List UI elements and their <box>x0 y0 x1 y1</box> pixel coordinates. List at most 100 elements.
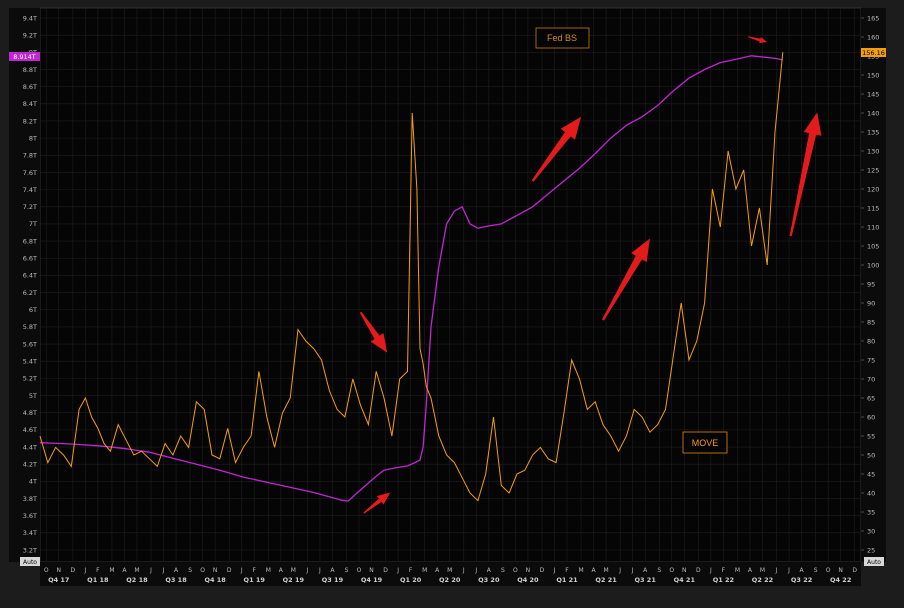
x-month-label: O <box>513 567 518 574</box>
right-tick-label: 30 <box>867 527 875 535</box>
right-tick-label: 55 <box>867 432 875 440</box>
x-month-label: A <box>174 567 179 574</box>
x-month-label: D <box>696 567 701 574</box>
x-month-label: N <box>57 567 62 574</box>
left-tick-label: 4.8T <box>23 409 37 417</box>
x-month-label: S <box>657 567 661 574</box>
x-month-label: A <box>800 567 805 574</box>
right-tick-label: 140 <box>867 109 879 117</box>
right-tick-label: 130 <box>867 147 879 155</box>
x-month-label: M <box>109 567 114 574</box>
red-arrow <box>531 116 582 182</box>
x-month-label: M <box>578 567 583 574</box>
right-last-value-tag: 156.16 <box>861 48 886 57</box>
right-axis: 1651601551501451401351301251201151101051… <box>861 14 879 554</box>
x-month-label: N <box>213 567 218 574</box>
x-month-label: N <box>682 567 687 574</box>
x-month-label: M <box>134 567 139 574</box>
x-month-label: S <box>814 567 818 574</box>
x-quarter-label: Q3 18 <box>165 576 187 584</box>
x-quarter-label: Q1 19 <box>244 576 266 584</box>
right-tick-label: 95 <box>867 280 875 288</box>
x-quarter-label: Q2 21 <box>595 576 617 584</box>
x-month-label: S <box>345 567 349 574</box>
x-month-label: O <box>200 567 205 574</box>
red-arrow <box>359 311 388 353</box>
left-axis-panel <box>9 8 40 562</box>
x-month-label: M <box>291 567 296 574</box>
move-line <box>39 52 784 502</box>
x-month-label: M <box>735 567 740 574</box>
right-tick-label: 45 <box>867 470 875 478</box>
left-tick-label: 3.2T <box>23 546 37 554</box>
x-month-label: A <box>279 567 284 574</box>
x-month-label: D <box>852 567 857 574</box>
x-month-label: M <box>422 567 427 574</box>
right-last-value: 156.16 <box>862 49 885 57</box>
x-month-label: F <box>409 567 413 574</box>
bottom-axis-panel <box>40 562 861 586</box>
x-quarter-label: Q2 18 <box>126 576 148 584</box>
x-month-label: M <box>266 567 271 574</box>
right-auto-button[interactable]: Auto <box>864 557 884 566</box>
left-tick-label: 7.4T <box>23 186 37 194</box>
right-tick-label: 40 <box>867 489 875 497</box>
right-tick-label: 160 <box>867 33 879 41</box>
right-tick-label: 150 <box>867 71 879 79</box>
x-quarter-label: Q2 22 <box>752 576 773 584</box>
x-month-label: J <box>775 567 778 574</box>
left-tick-label: 5.2T <box>23 375 37 383</box>
right-tick-label: 70 <box>867 375 875 383</box>
annotation-arrows <box>359 36 822 514</box>
right-tick-label: 80 <box>867 337 875 345</box>
x-quarter-label: Q3 19 <box>322 576 344 584</box>
right-tick-label: 110 <box>867 223 879 231</box>
x-month-label: F <box>253 567 257 574</box>
x-month-label: N <box>369 567 374 574</box>
left-tick-label: 5T <box>29 392 37 400</box>
x-month-label: A <box>643 567 648 574</box>
x-month-label: F <box>96 567 100 574</box>
x-month-label: S <box>188 567 192 574</box>
x-quarter-label: Q1 22 <box>713 576 734 584</box>
left-tick-label: 6.4T <box>23 272 37 280</box>
left-tick-label: 8.8T <box>23 66 37 74</box>
x-month-label: J <box>787 567 790 574</box>
right-tick-label: 165 <box>867 14 879 22</box>
left-auto-button[interactable]: Auto <box>20 557 40 566</box>
x-quarter-label: Q3 22 <box>791 576 812 584</box>
left-tick-label: 7.8T <box>23 152 37 160</box>
fed-bs-label: Fed BS <box>547 33 577 43</box>
left-tick-label: 7.2T <box>23 203 37 211</box>
left-tick-label: 5.4T <box>23 358 37 366</box>
x-month-label: A <box>122 567 127 574</box>
left-tick-label: 3.4T <box>23 529 37 537</box>
left-auto-label: Auto <box>23 559 37 566</box>
x-month-label: M <box>447 567 452 574</box>
x-month-label: S <box>501 567 505 574</box>
right-tick-label: 105 <box>867 242 879 250</box>
fed-bs-label-box: Fed BS <box>535 27 590 49</box>
right-tick-label: 90 <box>867 299 875 307</box>
red-arrow <box>602 238 650 321</box>
x-month-label: F <box>565 567 569 574</box>
right-tick-label: 50 <box>867 451 875 459</box>
right-tick-label: 115 <box>867 204 879 212</box>
x-month-label: J <box>162 567 165 574</box>
plot-area <box>39 7 862 563</box>
x-month-label: J <box>306 567 309 574</box>
x-month-label: J <box>83 567 86 574</box>
left-tick-label: 9.2T <box>23 31 37 39</box>
left-tick-label: 4T <box>29 478 37 486</box>
right-tick-label: 60 <box>867 413 875 421</box>
x-month-label: M <box>760 567 765 574</box>
x-month-label: A <box>435 567 440 574</box>
x-month-label: A <box>592 567 597 574</box>
left-tick-label: 4.2T <box>23 460 37 468</box>
left-tick-label: 5.8T <box>23 323 37 331</box>
right-tick-label: 65 <box>867 394 875 402</box>
x-quarter-label: Q1 21 <box>556 576 578 584</box>
x-month-label: J <box>240 567 243 574</box>
left-tick-label: 8.2T <box>23 117 37 125</box>
